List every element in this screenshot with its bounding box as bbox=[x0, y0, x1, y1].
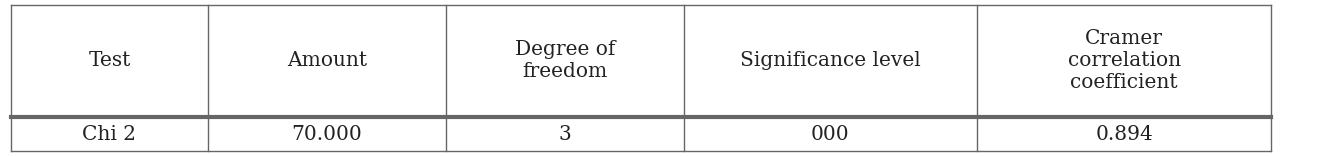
Text: Chi 2: Chi 2 bbox=[83, 125, 136, 144]
Text: 0.894: 0.894 bbox=[1095, 125, 1153, 144]
Text: Test: Test bbox=[88, 51, 131, 70]
Text: 3: 3 bbox=[558, 125, 571, 144]
Text: 000: 000 bbox=[812, 125, 849, 144]
Text: 70.000: 70.000 bbox=[292, 125, 362, 144]
Text: Cramer
correlation
coefficient: Cramer correlation coefficient bbox=[1068, 29, 1180, 92]
Text: Significance level: Significance level bbox=[740, 51, 921, 70]
Text: Degree of
freedom: Degree of freedom bbox=[514, 40, 615, 81]
Text: Amount: Amount bbox=[287, 51, 367, 70]
